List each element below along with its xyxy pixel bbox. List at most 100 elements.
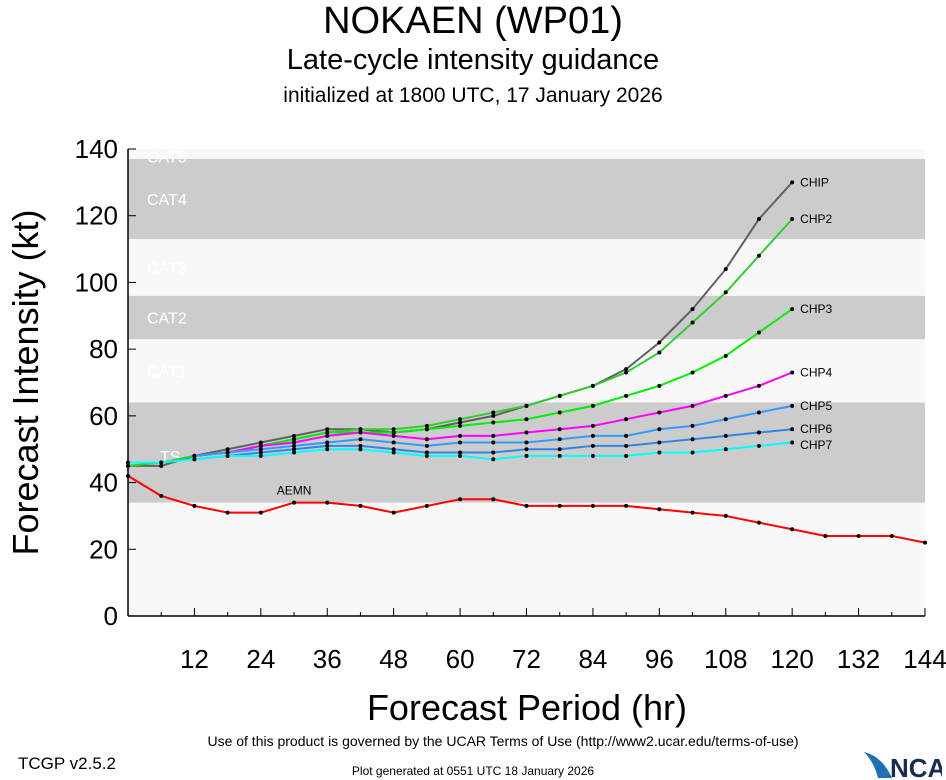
data-point-chp4: [657, 410, 662, 415]
data-point-chp7: [292, 450, 297, 455]
y-tick-label: 100: [75, 267, 118, 297]
data-point-aemn: [258, 510, 263, 515]
data-point-chp5: [192, 453, 197, 458]
data-point-aemn: [624, 503, 629, 508]
band-label: CAT4: [147, 192, 187, 209]
data-point-chp6: [325, 443, 330, 448]
data-point-chp6: [557, 447, 562, 452]
data-point-chp4: [723, 393, 728, 398]
data-point-chp6: [491, 450, 496, 455]
data-point-chp5: [790, 403, 795, 408]
data-point-chp3: [391, 430, 396, 435]
y-tick-label: 40: [89, 468, 118, 498]
data-point-chp6: [258, 450, 263, 455]
x-tick-label: 144: [903, 644, 946, 674]
series-label-chp4: CHP4: [800, 365, 832, 379]
data-point-chp2: [458, 417, 463, 422]
data-point-chip: [723, 267, 728, 272]
data-point-chp3: [723, 353, 728, 358]
data-point-chp6: [723, 433, 728, 438]
terms-of-use: Use of this product is governed by the U…: [207, 733, 799, 749]
band-label: CAT5: [147, 150, 187, 167]
data-point-chp6: [458, 450, 463, 455]
x-tick-label: 48: [379, 644, 408, 674]
band-cat4: [128, 159, 925, 240]
data-point-chp7: [159, 460, 164, 465]
data-point-chp6: [292, 447, 297, 452]
data-point-chp5: [258, 447, 263, 452]
band-label: CAT2: [147, 310, 187, 327]
y-tick-label: 60: [89, 401, 118, 431]
data-point-chp5: [690, 423, 695, 428]
data-point-chp5: [657, 427, 662, 432]
x-tick-label: 12: [180, 644, 209, 674]
band-cat2: [128, 295, 925, 340]
data-point-chp7: [358, 447, 363, 452]
data-point-chp2: [690, 320, 695, 325]
data-point-chp6: [524, 447, 529, 452]
data-point-chip: [458, 420, 463, 425]
init-time: initialized at 1800 UTC, 17 January 2026: [283, 84, 663, 107]
data-point-chp2: [657, 350, 662, 355]
data-point-aemn: [292, 500, 297, 505]
data-point-chp5: [424, 443, 429, 448]
data-point-chp3: [624, 393, 629, 398]
data-point-chp2: [391, 427, 396, 432]
data-point-chp4: [458, 433, 463, 438]
data-point-chip: [690, 307, 695, 312]
band-label: CAT3: [147, 260, 187, 277]
data-point-aemn: [159, 493, 164, 498]
data-point-aemn: [790, 527, 795, 532]
x-tick-label: 132: [837, 644, 880, 674]
data-point-aemn: [557, 503, 562, 508]
x-tick-label: 120: [770, 644, 813, 674]
data-point-chp4: [590, 423, 595, 428]
x-tick-label: 72: [512, 644, 541, 674]
data-point-aemn: [358, 503, 363, 508]
data-point-chp7: [424, 453, 429, 458]
data-point-chp4: [358, 430, 363, 435]
y-tick-label: 0: [104, 601, 118, 631]
y-tick-label: 80: [89, 334, 118, 364]
svg-text:NCAR: NCAR: [890, 753, 942, 780]
data-point-chp7: [258, 453, 263, 458]
version-label: TCGP v2.5.2: [18, 754, 116, 773]
data-point-chp3: [690, 370, 695, 375]
x-tick-label: 96: [645, 644, 674, 674]
data-point-chp3: [790, 307, 795, 312]
y-tick-label: 120: [75, 201, 118, 231]
x-tick-label: 36: [313, 644, 342, 674]
data-point-chp4: [424, 437, 429, 442]
data-point-chp7: [723, 447, 728, 452]
data-point-aemn: [889, 533, 894, 538]
data-point-chp3: [325, 430, 330, 435]
data-point-aemn: [424, 503, 429, 508]
data-point-chp7: [126, 460, 130, 465]
ncar-logo: NCAR: [862, 750, 946, 780]
data-point-chp5: [491, 440, 496, 445]
data-point-chp6: [790, 427, 795, 432]
data-point-chp5: [624, 433, 629, 438]
data-point-chp3: [657, 383, 662, 388]
data-point-chp4: [524, 430, 529, 435]
data-point-chp6: [590, 443, 595, 448]
x-tick-label: 60: [446, 644, 475, 674]
y-axis-label: Forecast Intensity (kt): [5, 209, 46, 555]
data-point-aemn: [590, 503, 595, 508]
data-point-chp4: [624, 417, 629, 422]
series-label-aemn: AEMN: [277, 484, 312, 498]
data-point-aemn: [723, 513, 728, 518]
data-point-chp3: [491, 420, 496, 425]
data-point-chp5: [391, 440, 396, 445]
data-point-chp6: [690, 437, 695, 442]
data-point-chip: [325, 427, 330, 432]
data-point-chip: [292, 433, 297, 438]
data-point-chp5: [225, 450, 230, 455]
data-point-chp2: [424, 423, 429, 428]
series-label-chp5: CHP5: [800, 399, 832, 413]
x-tick-label: 108: [704, 644, 747, 674]
data-point-aemn: [491, 497, 496, 502]
data-point-chp5: [756, 410, 761, 415]
data-point-aemn: [391, 510, 396, 515]
data-point-chp2: [491, 410, 496, 415]
